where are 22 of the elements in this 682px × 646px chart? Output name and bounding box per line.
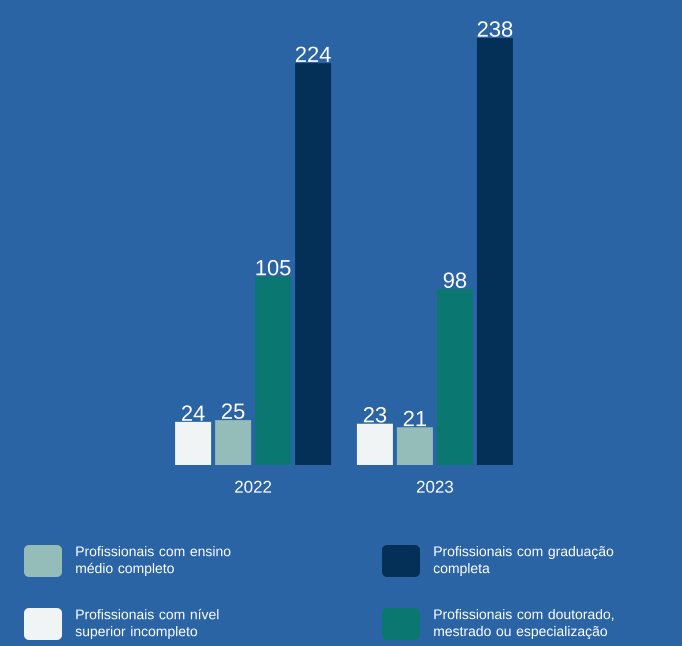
data-label: 224 (296, 46, 331, 62)
bar (255, 276, 292, 465)
bar (215, 420, 252, 465)
data-label: 21 (404, 410, 426, 426)
legend-label: Profissionais com doutorado, mestrado ou especialização (434, 608, 614, 639)
legend-label: Profissionais com nível superior incompleto (76, 608, 218, 640)
data-label: 24 (182, 405, 205, 421)
legend-label: Profissionais com graduação completa (434, 546, 614, 576)
bar (476, 38, 513, 465)
data-label: 98 (444, 272, 466, 288)
data-label: 238 (478, 21, 512, 37)
bar (356, 424, 393, 465)
bar (436, 289, 473, 465)
x-tick-label: 2022 (235, 480, 272, 493)
bar (175, 422, 212, 465)
data-label: 23 (364, 406, 386, 423)
x-tick-label: 2023 (416, 480, 453, 493)
legend-label: Profissionais com ensino médio completo (76, 546, 230, 576)
bar (295, 63, 332, 465)
data-label: 105 (256, 260, 290, 276)
bar (396, 427, 433, 465)
data-label: 25 (222, 403, 244, 419)
